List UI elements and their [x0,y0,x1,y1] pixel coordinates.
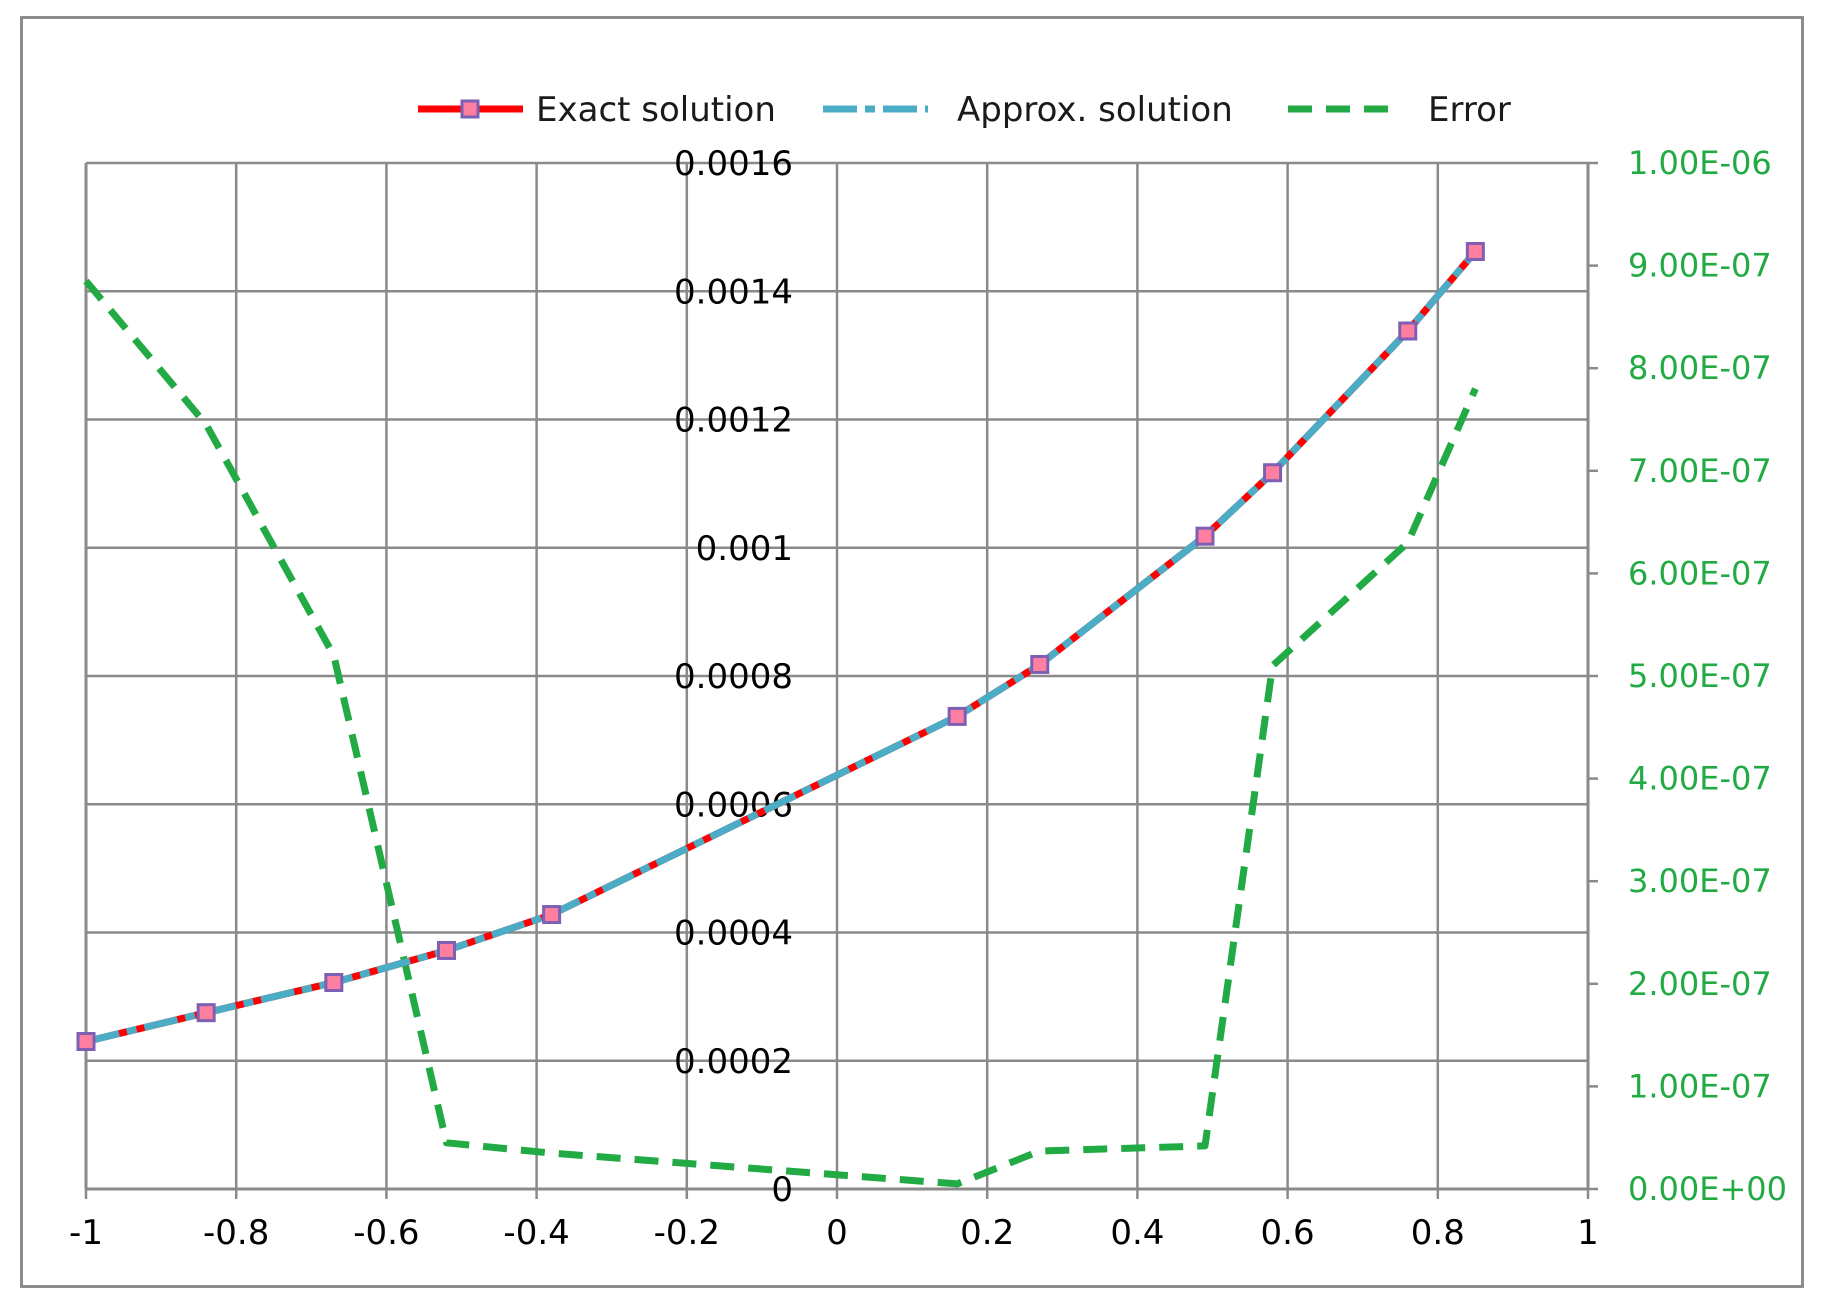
x-tick-label: -1 [69,1213,103,1253]
data-point-marker [76,1032,96,1052]
y2-tick-label: 4.00E-07 [1628,760,1772,798]
data-point-marker [1263,463,1283,483]
gridlines [84,161,1590,1191]
chart-frame: 0 0.0002 0.0004 0.0006 0.0008 0.001 0.0012 0.00… [20,16,1804,1288]
data-point-marker [1195,526,1215,546]
data-point-marker [1030,654,1050,674]
y2-tick-label: 8.00E-07 [1628,349,1772,387]
axes [84,161,1598,1199]
y2-tick-label: 2.00E-07 [1628,965,1772,1003]
y2-tick-label: 1.00E-07 [1628,1067,1772,1105]
data-point-marker [324,973,344,993]
series-line-approx-solution [85,249,1479,1045]
y-tick-label: 0.0012 [674,401,793,441]
y2-tick-label: 9.00E-07 [1628,247,1772,285]
right-axis-ticks: 0.00E+00 1.00E-07 2.00E-07 3.00E-07 4.00E-07… [1628,144,1787,1208]
y2-tick-label: 6.00E-07 [1628,554,1772,592]
y-tick-label: 0.0016 [674,144,793,184]
legend-marker [460,99,480,119]
left-axis-ticks: 00.00020.00040.00060.00080.0010.00120.00… [674,144,793,1210]
y-tick-label: 0.0002 [674,1042,793,1082]
y-tick-label: 0.0004 [674,914,793,954]
series-layer [76,241,1485,1188]
x-tick-label: -0.2 [654,1213,720,1253]
legend: Exact solution Approx. solution Error [418,90,1511,130]
data-point-marker [542,905,562,925]
x-tick-label: 0.8 [1411,1213,1465,1253]
data-point-marker [196,1003,216,1023]
y-tick-label: 0.0014 [674,272,793,312]
y2-tick-label: 0.00E+00 [1628,1170,1787,1208]
x-tick-label: 0.2 [960,1213,1014,1253]
bottom-axis-ticks: -1 -0.8 -0.6 -0.4 -0.2 0 0.2 0.4 0.6 0.8 1 [69,1213,1599,1253]
data-point-marker [1398,321,1418,341]
x-tick-label: -0.4 [503,1213,569,1253]
legend-label: Error [1428,90,1511,130]
x-tick-label: 0 [826,1213,848,1253]
x-tick-label: -0.8 [203,1213,269,1253]
data-point-marker [1465,241,1485,261]
legend-label: Exact solution [536,90,776,130]
x-tick-label: -0.6 [353,1213,419,1253]
y2-tick-label: 7.00E-07 [1628,452,1772,490]
y-tick-label: 0 [771,1170,793,1210]
x-tick-label: 0.6 [1261,1213,1315,1253]
y-tick-label: 0.001 [696,529,793,569]
x-tick-label: 1 [1577,1213,1599,1253]
plot-area: 00.00020.00040.00060.00080.0010.00120.00… [69,90,1787,1253]
series-line-error [83,278,1479,1188]
data-point-marker [436,940,456,960]
legend-label: Approx. solution [957,90,1233,130]
x-tick-label: 0.4 [1110,1213,1164,1253]
y-tick-label: 0.0008 [674,657,793,697]
data-point-marker [947,706,967,726]
y2-tick-label: 3.00E-07 [1628,862,1772,900]
y2-tick-label: 1.00E-06 [1628,144,1772,182]
y2-tick-label: 5.00E-07 [1628,657,1772,695]
